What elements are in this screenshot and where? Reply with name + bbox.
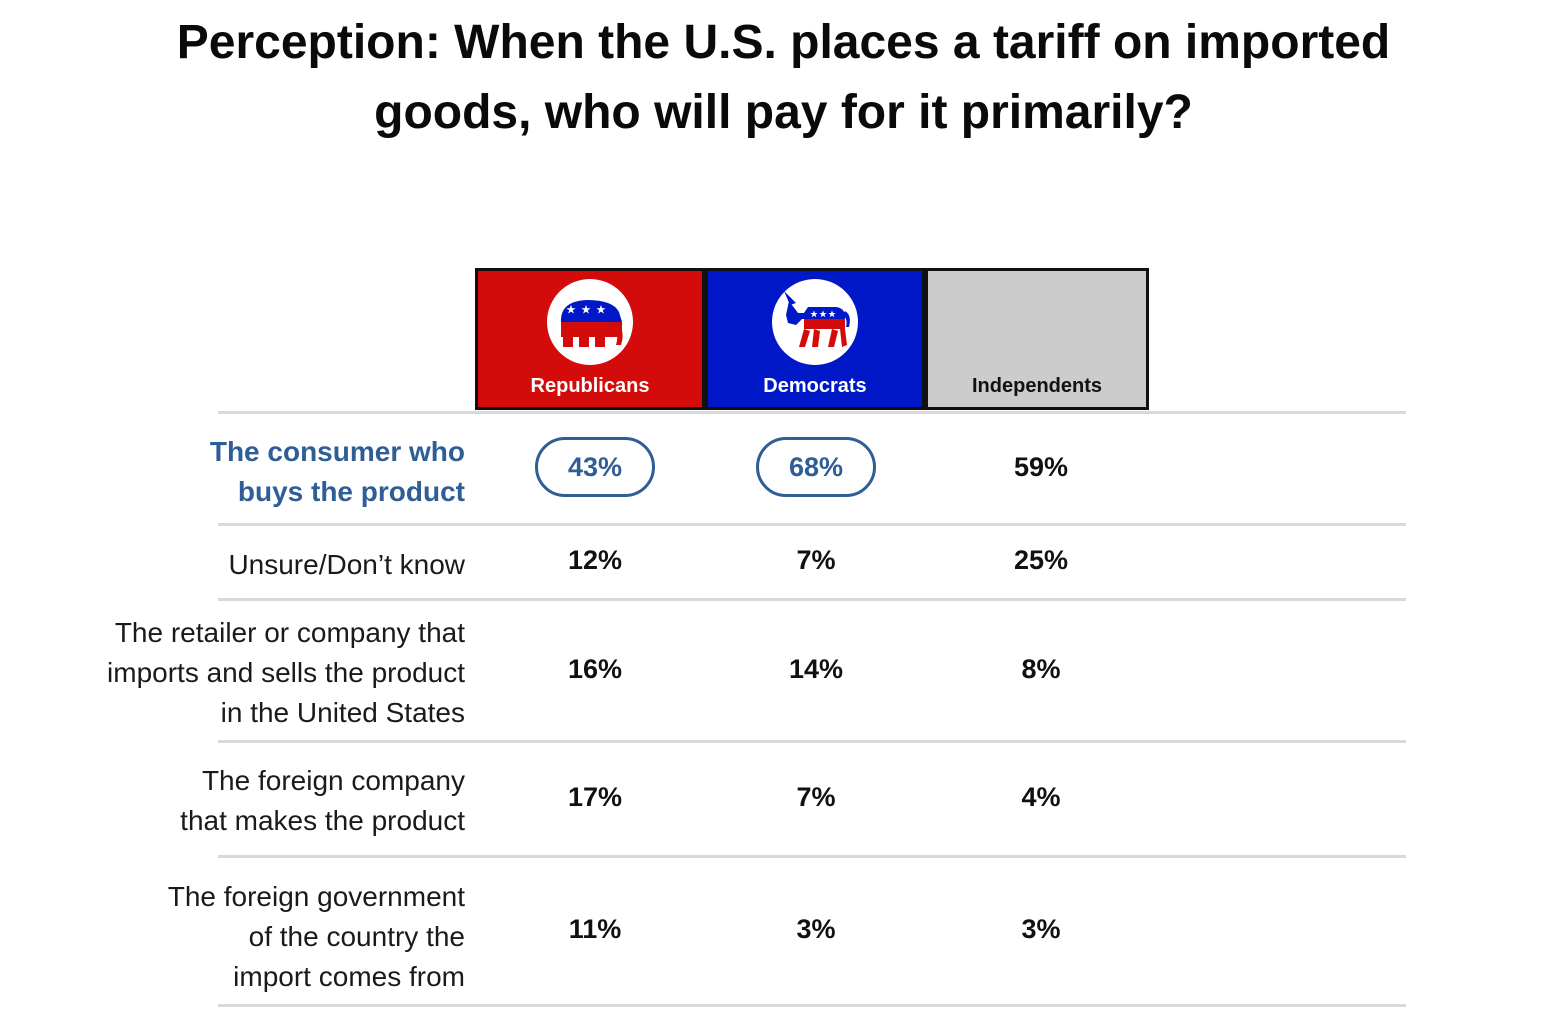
table-rule [218,855,1406,858]
column-header-republicans: Republicans [475,268,705,410]
value-cell-highlighted: 68% [756,436,876,497]
chart-title-line-2: goods, who will pay for it primarily? [374,86,1193,139]
chart-title: Perception: When the U.S. places a tarif… [0,8,1567,148]
row-label-line: The foreign government [167,881,465,912]
row-label-line: The consumer who [209,436,465,467]
row-label-line: The foreign company [201,765,465,796]
value-cell: 7% [796,782,836,812]
row-label: Unsure/Don’t know [0,545,465,585]
chart-title-line-1: Perception: When the U.S. places a tarif… [176,16,1391,69]
value-cell: 3% [796,914,836,944]
value-cell: 16% [567,653,623,684]
value-cell: 14% [788,653,844,684]
value-cell-highlighted: 43% [535,436,655,497]
column-label: Republicans [530,375,650,397]
value-cell: 25% [1013,545,1069,575]
column-header-democrats: Democrats [705,268,925,410]
row-label-line: buys the product [237,476,465,507]
table-rule [218,740,1406,743]
table-rule [218,411,1406,414]
column-label: Independents [971,375,1102,397]
value-cell: 59% [1013,451,1069,482]
column-label: Democrats [763,375,867,397]
row-label-line: import comes from [233,961,465,992]
value-cell: 11% [568,914,622,944]
table-rule [218,598,1406,601]
democrat-donkey-icon [772,279,858,365]
column-header-independents: Independents [925,268,1149,410]
row-label-line: of the country the [248,921,465,952]
row-label-line: that makes the product [180,805,465,836]
row-label-line: imports and sells the product [107,657,465,688]
value-cell: 3% [1021,914,1061,944]
value-cell: 17% [567,782,623,812]
value-cell: 7% [796,545,836,575]
row-label: The foreign company that makes the produc… [0,761,465,841]
table-rule [218,1004,1406,1007]
table-rule [218,523,1406,526]
value-cell: 8% [1021,653,1061,684]
row-label-line: The retailer or company that [114,617,465,648]
republican-elephant-icon [547,279,633,365]
row-label: The consumer who buys the product [0,432,465,512]
value-cell: 12% [567,545,623,575]
row-label-line: Unsure/Don’t know [228,549,465,580]
row-label-line: in the United States [220,697,465,728]
value-cell: 4% [1021,782,1061,812]
row-label: The retailer or company that imports and … [0,613,465,733]
row-label: The foreign government of the country the… [0,877,465,997]
